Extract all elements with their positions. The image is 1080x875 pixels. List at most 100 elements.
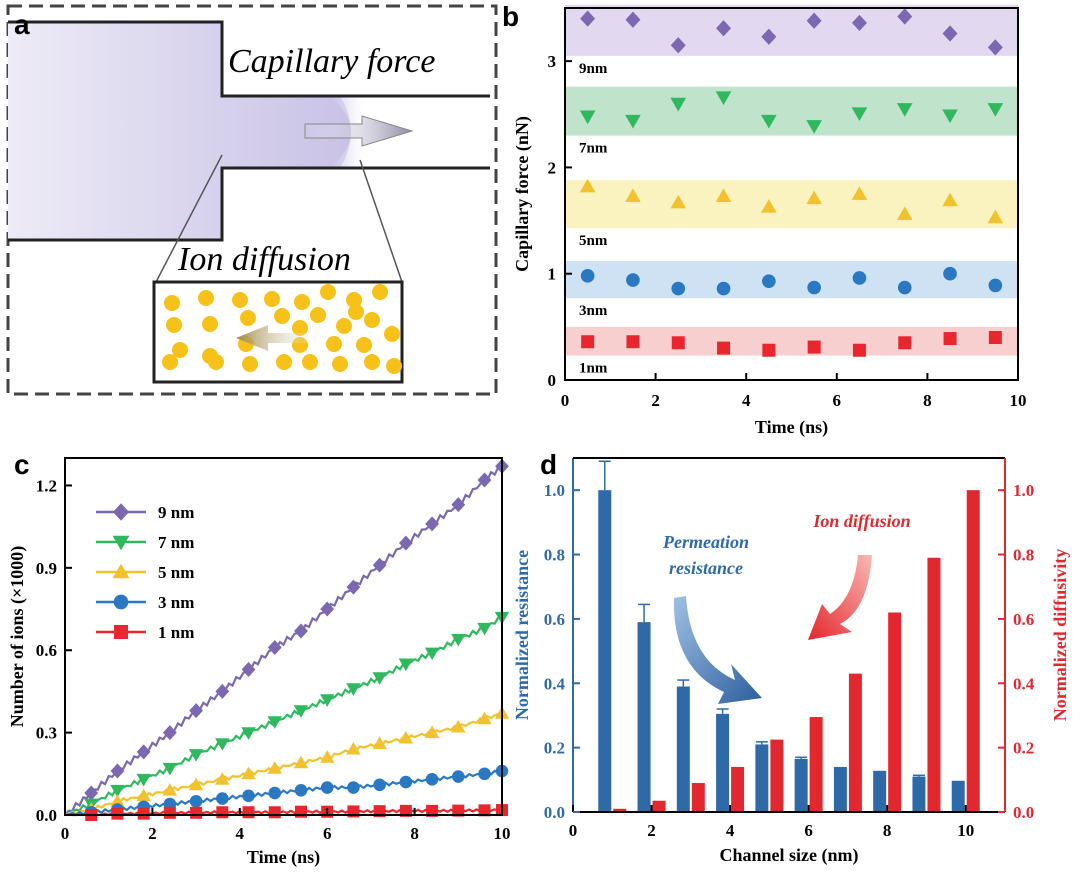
diffusion-arrow [808,555,872,640]
point-9 nm [267,639,282,655]
point-1 nm [137,807,150,820]
y-left-tick-label: 1.0 [544,481,565,500]
point-1nm [581,335,595,349]
x-tick-label: 2 [651,391,660,410]
point-1nm [943,332,957,346]
x-tick-label: 0 [569,821,578,840]
point-7 nm [110,784,125,798]
y-left-tick-label: 0.0 [544,803,565,822]
point-7 nm [188,749,204,762]
x-tick-label: 6 [323,824,332,843]
point-9 nm [451,497,466,513]
bar-resistance [873,770,887,812]
x-tick-label: 2 [148,824,157,843]
ion-dot [326,336,342,352]
x-tick-label: 4 [236,824,245,843]
ion-dot [166,317,182,333]
point-3 nm [242,789,255,803]
x-tick-label: 0 [561,391,570,410]
capillary-force-label: Capillary force [228,43,435,80]
point-7 nm [477,622,492,636]
annotation-permeation: Permeation [662,532,749,552]
point-5 nm [241,766,256,780]
point-7nm [761,114,777,129]
x-tick-label: 4 [726,821,735,840]
ion-dot [274,308,290,324]
bar-diffusivity [809,717,823,812]
point-7 nm [320,694,335,707]
point-5 nm [320,750,335,763]
y-tick-label: 0.3 [36,724,57,743]
ion-dot [198,290,214,306]
point-3nm [852,271,867,285]
point-7 nm [424,647,440,661]
ion-dot [310,307,326,323]
point-9 nm [241,661,256,677]
x-tick-label: 4 [742,391,751,410]
panel-b-capillary-force-chart: 9nm 7nm 5nm 3nm 1nm 0 2 4 6 8 10 0 1 2 3 Time (ns) Capil… [512,4,1027,438]
band-7nm [565,86,1018,136]
point-7nm [625,114,641,129]
point-9 nm [346,579,361,595]
x-tick-label: 6 [804,821,813,840]
point-1 nm [111,807,124,820]
band-5nm [565,180,1018,229]
point-1nm [988,330,1002,344]
point-1nm [852,343,866,357]
band-label-3nm: 3nm [579,303,608,319]
y-axis-label: Number of ions (×1000) [7,546,28,727]
point-3nm [671,281,686,296]
point-1 nm [268,806,281,819]
bar-diffusivity [888,612,902,812]
point-9 nm [372,557,387,573]
point-7 nm [267,716,282,729]
legend: 9 nm 7 nm 5 nm 3 nm 1 nm [96,503,194,642]
bar-diffusivity [731,766,745,812]
y-tick-label: 3 [548,52,557,71]
x-tick-label: 8 [883,821,892,840]
legend-label-3 nm: 3 nm [158,593,194,612]
ion-dot [164,295,180,311]
point-1 nm [399,804,412,817]
point-1nm [626,335,640,349]
point-5 nm [267,761,282,774]
point-9nm [716,20,732,37]
resistance-arrow [673,596,762,704]
point-7nm [715,91,732,106]
point-7 nm [346,683,361,696]
ion-dot [292,320,308,336]
ion-dot [302,354,318,370]
ion-dot [232,292,248,308]
point-1 nm [190,806,203,819]
point-9nm [851,14,867,32]
point-5nm [806,190,822,205]
y-tick-label: 0.6 [36,641,57,660]
point-1 nm [452,804,465,817]
ion-dot [172,342,188,358]
bar-diffusivity [691,783,705,812]
point-7nm [806,120,822,134]
bar-resistance [794,758,808,812]
plot-bg [65,458,502,815]
ion-particles [162,284,402,374]
point-3nm [762,274,776,288]
bar-resistance [716,713,730,812]
point-1 nm [426,804,439,817]
bar-diffusivity [966,490,980,812]
point-5nm [896,206,913,221]
point-7nm [987,103,1004,117]
point-1nm [898,336,912,350]
point-3 nm [216,792,229,805]
point-1 nm [216,806,229,819]
point-5 nm [346,741,361,755]
point-5nm [761,198,777,213]
point-3 nm [189,794,203,808]
band-3nm [565,260,1018,299]
point-7nm [579,110,596,125]
panel-c-ion-count-chart: 0 2 4 6 8 10 0.0 0.3 0.6 0.9 1.2 Time (ns) Number of… [7,457,511,868]
y-right-tick-label: 0.8 [1013,546,1034,565]
point-1 nm [163,806,176,819]
point-1nm [807,340,821,354]
point-7 nm [451,633,466,647]
point-7nm [670,97,687,112]
